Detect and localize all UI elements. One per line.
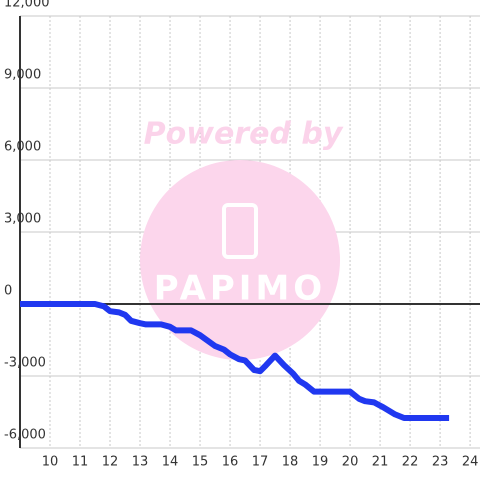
x-tick-label: 21: [372, 455, 389, 470]
y-tick-label: 9,000: [4, 68, 41, 83]
y-tick-label: 0: [4, 284, 12, 299]
x-tick-label: 22: [402, 455, 419, 470]
line-series: [20, 301, 450, 421]
y-tick-label: 12,000: [4, 0, 50, 11]
x-tick-label: 17: [252, 455, 269, 470]
watermark-bottom: PAPIMO: [154, 269, 326, 309]
y-tick-label: 6,000: [4, 140, 41, 155]
x-tick-label: 23: [432, 455, 449, 470]
watermark-top: Powered by: [144, 117, 344, 152]
x-tick-label: 16: [222, 455, 239, 470]
x-tick-label: 18: [282, 455, 299, 470]
watermark: Powered by PAPIMO: [140, 117, 344, 360]
y-tick-label: -6,000: [4, 428, 46, 443]
x-tick-label: 15: [192, 455, 209, 470]
x-tick-label: 12: [102, 455, 119, 470]
x-tick-label: 14: [162, 455, 179, 470]
x-tick-label: 11: [72, 455, 89, 470]
x-tick-label: 13: [132, 455, 149, 470]
y-tick-label: 3,000: [4, 212, 41, 227]
x-tick-label: 10: [42, 455, 59, 470]
x-tick-label: 19: [312, 455, 329, 470]
watermark-icon: [222, 203, 258, 259]
watermark-circle: [140, 160, 340, 360]
x-tick-label: 20: [342, 455, 359, 470]
x-tick-label: 24: [462, 455, 479, 470]
y-tick-label: -3,000: [4, 356, 46, 371]
